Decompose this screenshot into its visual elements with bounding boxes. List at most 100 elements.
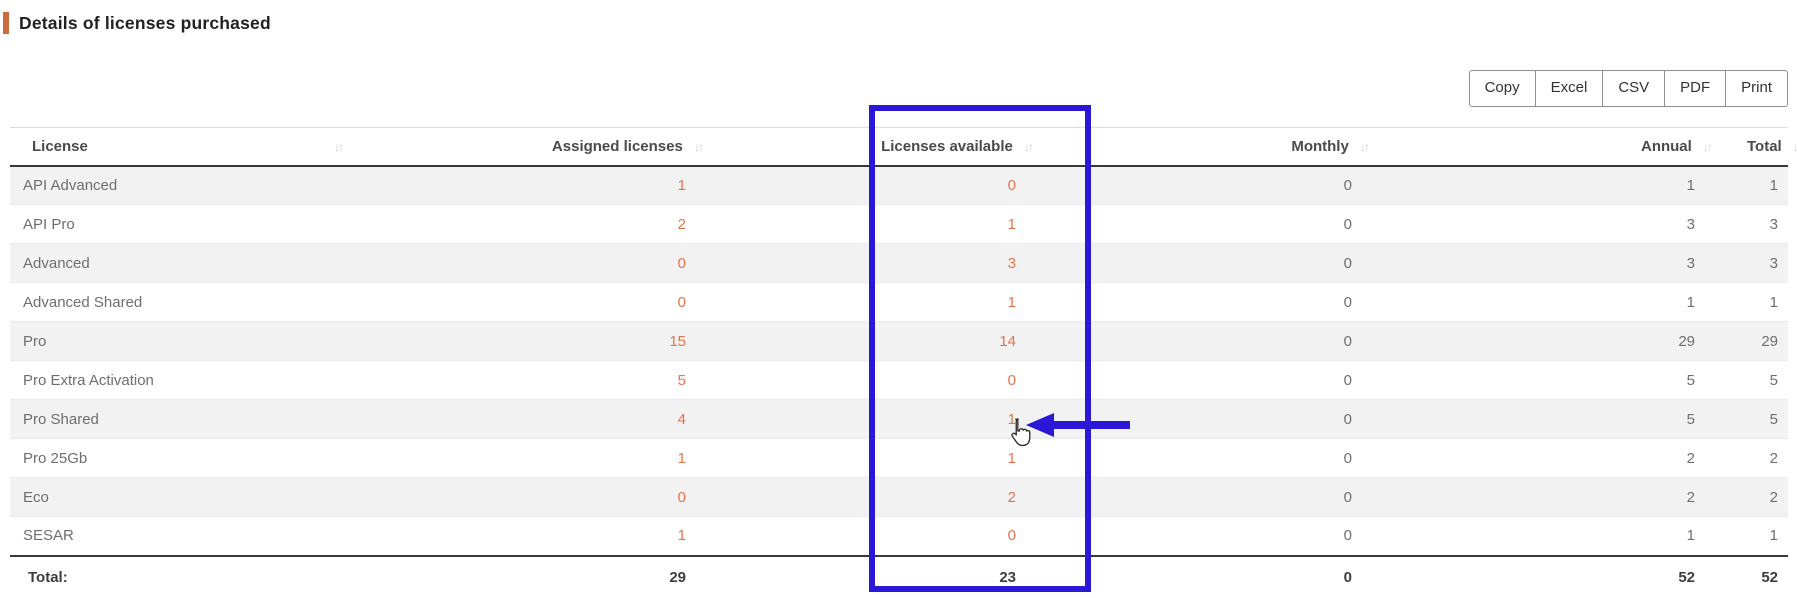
total-monthly: 0 [1050,554,1386,598]
table-row: SESAR 1 0 0 1 1 [10,516,1788,556]
column-header-assigned-licenses[interactable]: Assigned licenses ↓↑ [360,127,720,167]
table-row: Pro 25Gb 1 1 0 2 2 [10,438,1788,478]
column-header-total[interactable]: Total ↓↑ [1729,127,1797,167]
cell-total: 3 [1729,243,1788,283]
cell-total: 2 [1729,477,1788,517]
cell-monthly: 0 [1050,243,1386,283]
table-row: API Pro 2 1 0 3 3 [10,204,1788,244]
cell-total: 29 [1729,321,1788,361]
cell-annual: 1 [1686,176,1695,194]
cell-total: 1 [1729,282,1788,322]
cell-annual: 29 [1386,321,1729,361]
cell-license: Pro 25Gb [10,438,360,478]
cell-total: 5 [1729,399,1788,439]
cell-assigned: 2 [360,204,720,244]
sort-icon: ↓↑ [1024,139,1034,154]
cell-license: Pro Extra Activation [10,360,360,400]
pdf-button[interactable]: PDF [1664,70,1727,107]
title-accent-bar [3,12,9,34]
table-row: API Advanced 1 0 0 1 1 [10,165,1788,205]
cell-available: 0 [720,360,1050,400]
cell-license: Eco [10,477,360,517]
cell-assigned: 1 [360,516,720,556]
cell-monthly: 0 [1050,360,1386,400]
cell-monthly: 0 [1050,516,1386,556]
cell-annual: 1 [1386,516,1729,556]
cell-total: 3 [1729,204,1788,244]
cell-license: API Advanced [23,176,118,194]
table-row: Eco 0 2 0 2 2 [10,477,1788,517]
column-label: Total [1747,137,1782,155]
table-row: Advanced 0 3 0 3 3 [10,243,1788,283]
cell-total: 1 [1769,176,1778,194]
cell-license: SESAR [10,516,360,556]
total-overall: 52 [1729,554,1788,598]
total-available: 23 [720,554,1050,598]
page-title: Details of licenses purchased [19,12,271,33]
total-assigned: 29 [360,554,720,598]
cell-assigned: 5 [360,360,720,400]
sort-icon: ↓↑ [334,140,344,154]
licenses-table: License ↓↑ Assigned licenses ↓↑ Licenses… [10,127,1797,598]
cell-assigned: 15 [360,321,720,361]
column-header-annual[interactable]: Annual ↓↑ [1386,127,1729,167]
table-header: License ↓↑ Assigned licenses ↓↑ Licenses… [10,127,1797,167]
column-header-license[interactable]: License ↓↑ [10,127,360,167]
column-label: Assigned licenses [551,137,683,155]
cell-annual: 5 [1386,360,1729,400]
cell-available: 1 [720,282,1050,322]
cell-assigned: 0 [360,477,720,517]
column-label: Licenses available [881,137,1013,155]
cell-license: Advanced [10,243,360,283]
cell-available: 2 [720,477,1050,517]
cell-monthly: 0 [1050,321,1386,361]
cell-total: 5 [1729,360,1788,400]
cell-total: 1 [1729,516,1788,556]
total-annual: 52 [1386,554,1729,598]
cell-monthly: 0 [1050,399,1386,439]
cell-assigned: 1 [677,176,686,194]
totals-label: Total: [10,554,360,598]
cell-assigned: 0 [360,243,720,283]
cell-monthly: 0 [1050,438,1386,478]
export-button-group: Copy Excel CSV PDF Print [1468,70,1788,107]
cell-monthly: 0 [1050,477,1386,517]
cell-annual: 1 [1386,282,1729,322]
cell-monthly: 0 [1050,282,1386,322]
column-header-licenses-available[interactable]: Licenses available ↓↑ [720,127,1050,167]
cell-available: 1 [720,204,1050,244]
cell-annual: 2 [1386,477,1729,517]
cell-available: 0 [1007,176,1016,194]
table-footer: Total: 29 23 0 52 52 [10,554,1788,598]
table-body: API Advanced 1 0 0 1 1 API Pro 2 1 0 3 3 Advanced 0 3 0… [10,165,1788,556]
cell-monthly: 0 [1050,204,1386,244]
column-header-monthly[interactable]: Monthly ↓↑ [1050,127,1386,167]
csv-button[interactable]: CSV [1602,70,1666,107]
cell-annual: 3 [1386,204,1729,244]
cell-available: 3 [720,243,1050,283]
excel-button[interactable]: Excel [1534,70,1604,107]
sort-icon: ↓↑ [1360,139,1370,154]
cell-license: API Pro [10,204,360,244]
cell-assigned: 4 [360,399,720,439]
cell-available: 1 [720,399,1050,439]
cell-annual: 2 [1386,438,1729,478]
cell-available: 0 [720,516,1050,556]
cell-license: Pro [10,321,360,361]
cell-available: 14 [720,321,1050,361]
column-label: Monthly [1291,137,1349,155]
column-label: Annual [1640,137,1692,155]
cell-annual: 5 [1386,399,1729,439]
cell-total: 2 [1729,438,1788,478]
cell-assigned: 0 [360,282,720,322]
cell-license: Pro Shared [10,399,360,439]
cell-monthly: 0 [1343,176,1352,194]
copy-button[interactable]: Copy [1468,70,1536,107]
cell-license: Advanced Shared [10,282,360,322]
table-row: Pro 15 14 0 29 29 [10,321,1788,361]
cell-assigned: 1 [360,438,720,478]
table-row: Pro Shared 4 1 0 5 5 [10,399,1788,439]
print-button[interactable]: Print [1725,70,1788,107]
sort-icon: ↓↑ [1792,139,1797,154]
table-row: Advanced Shared 0 1 0 1 1 [10,282,1788,322]
